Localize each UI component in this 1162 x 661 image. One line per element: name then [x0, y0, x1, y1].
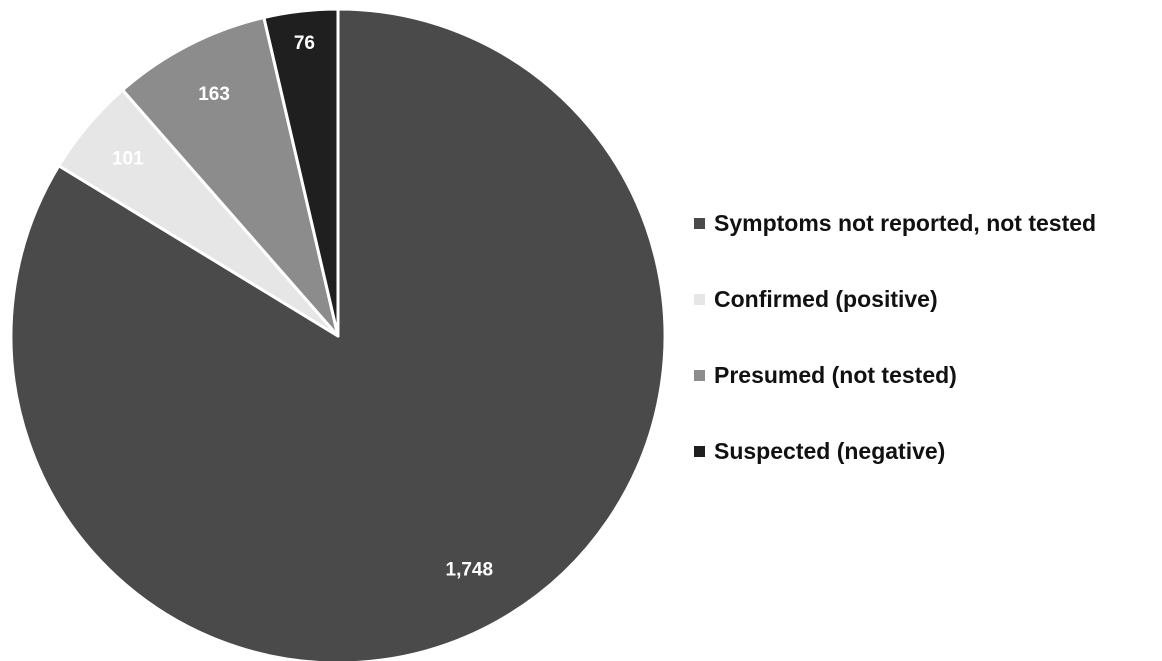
legend-swatch — [694, 293, 705, 305]
pie-plot-area: 1,748 101 163 76 — [9, 7, 667, 661]
chart-legend: Symptoms not reported, not tested Confir… — [694, 204, 1162, 470]
slice-value-label-confirmed-positive: 101 — [112, 149, 144, 170]
legend-item-symptoms-not-reported: Symptoms not reported, not tested — [694, 204, 1162, 242]
slice-value-label-suspected-negative: 76 — [294, 33, 315, 54]
legend-item-presumed: Presumed (not tested) — [694, 356, 1162, 394]
legend-item-suspected: Suspected (negative) — [694, 432, 1162, 470]
legend-item-confirmed: Confirmed (positive) — [694, 280, 1162, 318]
legend-label: Symptoms not reported, not tested — [714, 209, 1097, 236]
pie-slice-symptoms-not-reported-not-tested — [9, 7, 667, 661]
pie-slice-labels: 1,748 101 163 76 — [112, 33, 493, 580]
pie-slice-presumed-not-tested — [121, 16, 340, 338]
legend-label: Confirmed (positive) — [714, 285, 938, 312]
slice-value-label-presumed-not-tested: 163 — [198, 84, 230, 105]
legend-swatch — [694, 445, 705, 457]
legend-label: Suspected (negative) — [714, 437, 946, 464]
legend-label: Presumed (not tested) — [714, 361, 957, 388]
pie-slice-suspected-negative — [262, 7, 340, 338]
slice-value-label-symptoms-not-reported-not-tested: 1,748 — [446, 559, 494, 580]
legend-swatch — [694, 369, 705, 381]
legend-swatch — [694, 217, 705, 229]
pie-slices — [9, 7, 667, 661]
